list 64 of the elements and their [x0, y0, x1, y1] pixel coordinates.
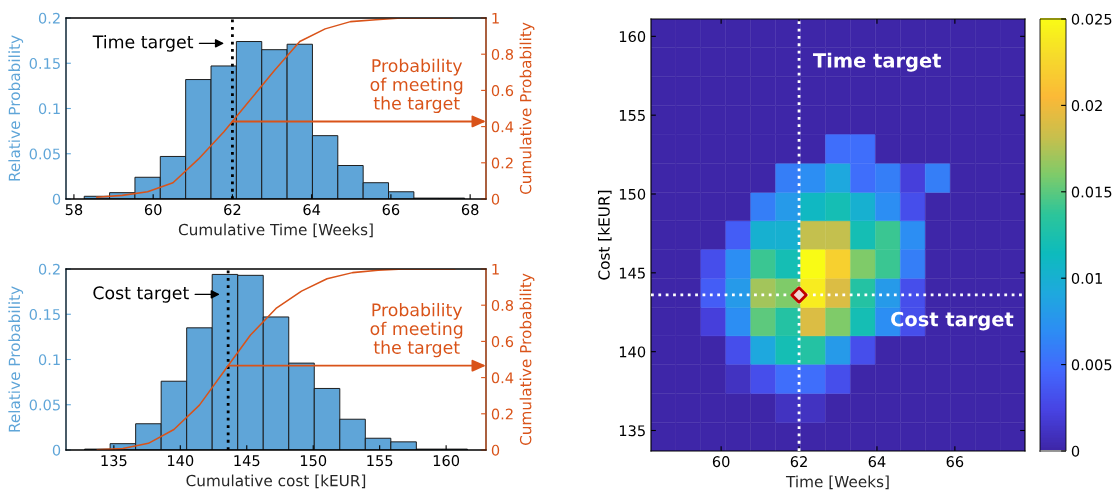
- y2-tick-label: 0.4: [491, 372, 514, 384]
- color-bar-label: 0.015: [1071, 186, 1112, 198]
- y-axis-title: Cost [kEUR]: [597, 190, 612, 280]
- x-tick-label: 62: [790, 456, 807, 468]
- x-axis-title: Cumulative Time [Weeks]: [178, 223, 373, 238]
- y-tick-label: 0: [52, 193, 61, 205]
- y2-tick-label: 0.2: [491, 157, 513, 169]
- x-tick-label: 145: [234, 455, 260, 467]
- color-bar-label: 0: [1071, 445, 1080, 457]
- color-bar-label: 0.02: [1071, 100, 1102, 112]
- y-tick-label: 160: [619, 31, 646, 43]
- y-tick-label: 0.1: [38, 354, 60, 366]
- annotation: Probability of meeting the target: [370, 302, 463, 358]
- y-tick-label: 0.1: [38, 103, 60, 115]
- y-tick-label: 0: [52, 444, 61, 456]
- x-tick-label: 60: [144, 204, 162, 216]
- ref-line-label: Time target: [813, 52, 942, 72]
- y-tick-label: 0.05: [29, 399, 60, 411]
- x-tick-label: 66: [946, 456, 964, 468]
- x-tick-label: 64: [868, 456, 886, 468]
- y2-axis-title: Cumulative Probability: [519, 22, 535, 195]
- x-tick-label: 68: [461, 204, 479, 216]
- color-bar-label: 0.005: [1071, 359, 1112, 371]
- y-tick-label: 0.2: [38, 12, 60, 24]
- x-axis-title: Cumulative cost [kEUR]: [186, 474, 366, 489]
- y-tick-label: 0.15: [29, 57, 60, 69]
- y2-tick-label: 0.2: [491, 408, 513, 420]
- y2-tick-label: 0.6: [491, 336, 514, 348]
- x-tick-label: 160: [433, 455, 460, 467]
- y-tick-label: 135: [619, 425, 645, 437]
- y2-axis-title: Cumulative Probability: [519, 273, 535, 446]
- y-tick-label: 0.05: [29, 148, 60, 160]
- y-tick-label: 140: [619, 346, 646, 358]
- y2-tick-label: 0: [491, 444, 500, 456]
- y2-tick-label: 1: [492, 263, 499, 275]
- y-axis-title: Relative Probability: [8, 35, 24, 181]
- y2-tick-label: 0.4: [491, 121, 514, 133]
- y2-tick-label: 1: [492, 12, 499, 24]
- x-tick-label: 155: [367, 455, 393, 467]
- y-tick-label: 0.2: [38, 263, 60, 275]
- x-tick-label: 66: [382, 204, 400, 216]
- y-tick-label: 0.15: [29, 308, 60, 320]
- y2-tick-label: 0: [491, 193, 500, 205]
- y-tick-label: 155: [619, 110, 645, 121]
- y2-tick-label: 0.8: [491, 48, 514, 60]
- y-axis-title: Relative Probability: [8, 286, 24, 432]
- x-tick-label: 64: [303, 204, 321, 216]
- y-tick-label: 150: [619, 188, 646, 200]
- color-bar-label: 0.01: [1071, 272, 1102, 284]
- ref-line-label: Cost target: [93, 286, 189, 303]
- x-tick-label: 135: [101, 455, 127, 467]
- x-axis-title: Time [Weeks]: [785, 475, 889, 490]
- x-tick-label: 140: [167, 455, 194, 467]
- x-tick-label: 150: [300, 455, 327, 467]
- ref-line-label: Cost target: [891, 311, 1014, 331]
- x-tick-label: 62: [224, 204, 241, 216]
- annotation: Probability of meeting the target: [370, 58, 463, 114]
- ref-line-label: Time target: [92, 34, 194, 52]
- x-tick-label: 58: [65, 204, 83, 216]
- y2-tick-label: 0.8: [491, 299, 514, 311]
- x-tick-label: 60: [712, 456, 730, 468]
- y-tick-label: 145: [619, 267, 645, 279]
- y2-tick-label: 0.6: [491, 85, 514, 97]
- color-bar-label: 0.025: [1071, 13, 1112, 25]
